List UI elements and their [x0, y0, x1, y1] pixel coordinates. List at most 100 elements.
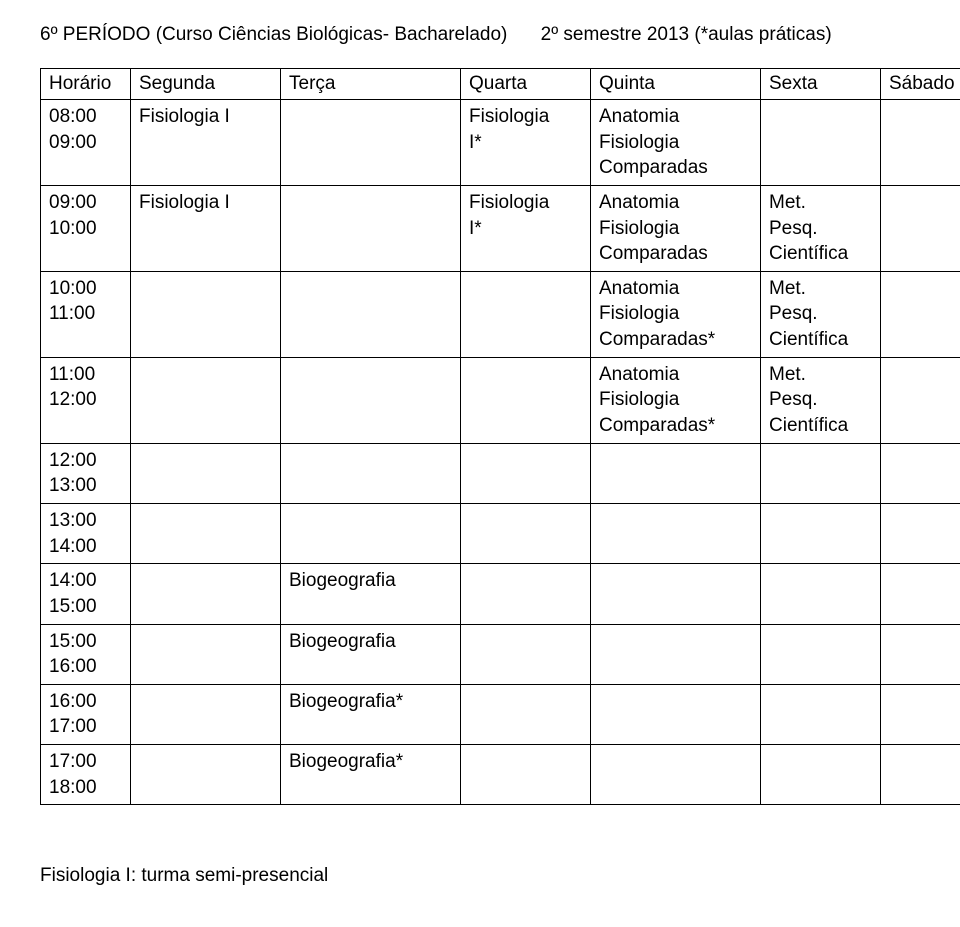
- cell-text: Met.: [769, 276, 874, 302]
- cell-seg: Fisiologia I: [131, 185, 281, 271]
- cell-text: 14:00: [49, 534, 124, 560]
- page: 6º PERÍODO (Curso Ciências Biológicas- B…: [0, 0, 960, 927]
- cell-text: 08:00: [49, 104, 124, 130]
- cell-time: 10:0011:00: [41, 271, 131, 357]
- cell-time: 14:0015:00: [41, 564, 131, 624]
- cell-qua: [461, 357, 591, 443]
- schedule-table: Horário Segunda Terça Quarta Quinta Sext…: [40, 68, 960, 805]
- cell-qui: [591, 745, 761, 805]
- cell-text: 18:00: [49, 775, 124, 801]
- cell-qui: AnatomiaFisiologiaComparadas: [591, 100, 761, 186]
- cell-ter: Biogeografia: [281, 624, 461, 684]
- cell-qui: AnatomiaFisiologiaComparadas: [591, 185, 761, 271]
- cell-text: Comparadas*: [599, 413, 754, 439]
- cell-text: Fisiologia: [469, 190, 584, 216]
- cell-sex: [761, 624, 881, 684]
- table-row: 14:0015:00Biogeografia: [41, 564, 960, 624]
- cell-qua: [461, 684, 591, 744]
- table-row: 17:0018:00Biogeografia*: [41, 745, 960, 805]
- cell-text: Fisiologia: [599, 301, 754, 327]
- cell-sex: [761, 745, 881, 805]
- cell-seg: [131, 271, 281, 357]
- cell-qui: [591, 503, 761, 563]
- cell-sex: Met.Pesq.Científica: [761, 185, 881, 271]
- cell-text: Fisiologia: [599, 216, 754, 242]
- cell-ter: [281, 443, 461, 503]
- cell-seg: [131, 357, 281, 443]
- cell-sex: [761, 564, 881, 624]
- cell-sab: [881, 564, 960, 624]
- cell-qui: [591, 684, 761, 744]
- cell-text: 12:00: [49, 387, 124, 413]
- col-time: Horário: [41, 69, 131, 100]
- cell-sab: [881, 100, 960, 186]
- table-header-row: Horário Segunda Terça Quarta Quinta Sext…: [41, 69, 960, 100]
- cell-text: Pesq.: [769, 301, 874, 327]
- cell-text: Pesq.: [769, 387, 874, 413]
- cell-text: Anatomia: [599, 276, 754, 302]
- cell-sex: Met.Pesq.Científica: [761, 357, 881, 443]
- cell-sex: [761, 684, 881, 744]
- cell-text: 16:00: [49, 689, 124, 715]
- cell-qua: [461, 271, 591, 357]
- cell-text: Fisiologia: [599, 130, 754, 156]
- cell-text: 10:00: [49, 276, 124, 302]
- col-quinta: Quinta: [591, 69, 761, 100]
- cell-ter: [281, 503, 461, 563]
- table-row: 08:0009:00Fisiologia IFisiologiaI*Anatom…: [41, 100, 960, 186]
- table-row: 09:0010:00Fisiologia IFisiologiaI*Anatom…: [41, 185, 960, 271]
- cell-seg: [131, 503, 281, 563]
- cell-text: Met.: [769, 190, 874, 216]
- cell-qua: [461, 745, 591, 805]
- cell-text: Anatomia: [599, 104, 754, 130]
- cell-text: 13:00: [49, 473, 124, 499]
- cell-ter: [281, 100, 461, 186]
- table-row: 12:0013:00: [41, 443, 960, 503]
- title-line: 6º PERÍODO (Curso Ciências Biológicas- B…: [40, 24, 920, 46]
- cell-sex: [761, 503, 881, 563]
- cell-text: 13:00: [49, 508, 124, 534]
- table-row: 16:0017:00Biogeografia*: [41, 684, 960, 744]
- cell-text: 16:00: [49, 654, 124, 680]
- col-terca: Terça: [281, 69, 461, 100]
- cell-qui: [591, 443, 761, 503]
- cell-qui: [591, 624, 761, 684]
- cell-seg: [131, 624, 281, 684]
- cell-text: Biogeografia*: [289, 749, 454, 775]
- cell-text: Científica: [769, 241, 874, 267]
- title-right: 2º semestre 2013 (*aulas práticas): [541, 24, 832, 46]
- cell-qui: AnatomiaFisiologiaComparadas*: [591, 271, 761, 357]
- cell-text: Fisiologia I: [139, 104, 274, 130]
- cell-text: 09:00: [49, 190, 124, 216]
- table-row: 13:0014:00: [41, 503, 960, 563]
- cell-sex: [761, 443, 881, 503]
- cell-text: 17:00: [49, 714, 124, 740]
- cell-ter: Biogeografia*: [281, 745, 461, 805]
- cell-text: Fisiologia: [599, 387, 754, 413]
- cell-time: 08:0009:00: [41, 100, 131, 186]
- cell-text: 15:00: [49, 594, 124, 620]
- cell-sab: [881, 503, 960, 563]
- cell-sab: [881, 745, 960, 805]
- cell-text: Anatomia: [599, 190, 754, 216]
- cell-text: 10:00: [49, 216, 124, 242]
- cell-time: 15:0016:00: [41, 624, 131, 684]
- cell-qui: AnatomiaFisiologiaComparadas*: [591, 357, 761, 443]
- cell-text: Met.: [769, 362, 874, 388]
- table-body: 08:0009:00Fisiologia IFisiologiaI*Anatom…: [41, 100, 960, 805]
- cell-qua: FisiologiaI*: [461, 100, 591, 186]
- col-sabado: Sábado: [881, 69, 960, 100]
- cell-text: 15:00: [49, 629, 124, 655]
- cell-time: 16:0017:00: [41, 684, 131, 744]
- col-quarta: Quarta: [461, 69, 591, 100]
- cell-text: Fisiologia I: [139, 190, 274, 216]
- cell-text: Comparadas: [599, 241, 754, 267]
- cell-qua: [461, 443, 591, 503]
- cell-qui: [591, 564, 761, 624]
- cell-text: 09:00: [49, 130, 124, 156]
- table-row: 10:0011:00 AnatomiaFisiologiaComparadas* M…: [41, 271, 960, 357]
- cell-time: 13:0014:00: [41, 503, 131, 563]
- cell-ter: [281, 271, 461, 357]
- col-sexta: Sexta: [761, 69, 881, 100]
- cell-text: Comparadas*: [599, 327, 754, 353]
